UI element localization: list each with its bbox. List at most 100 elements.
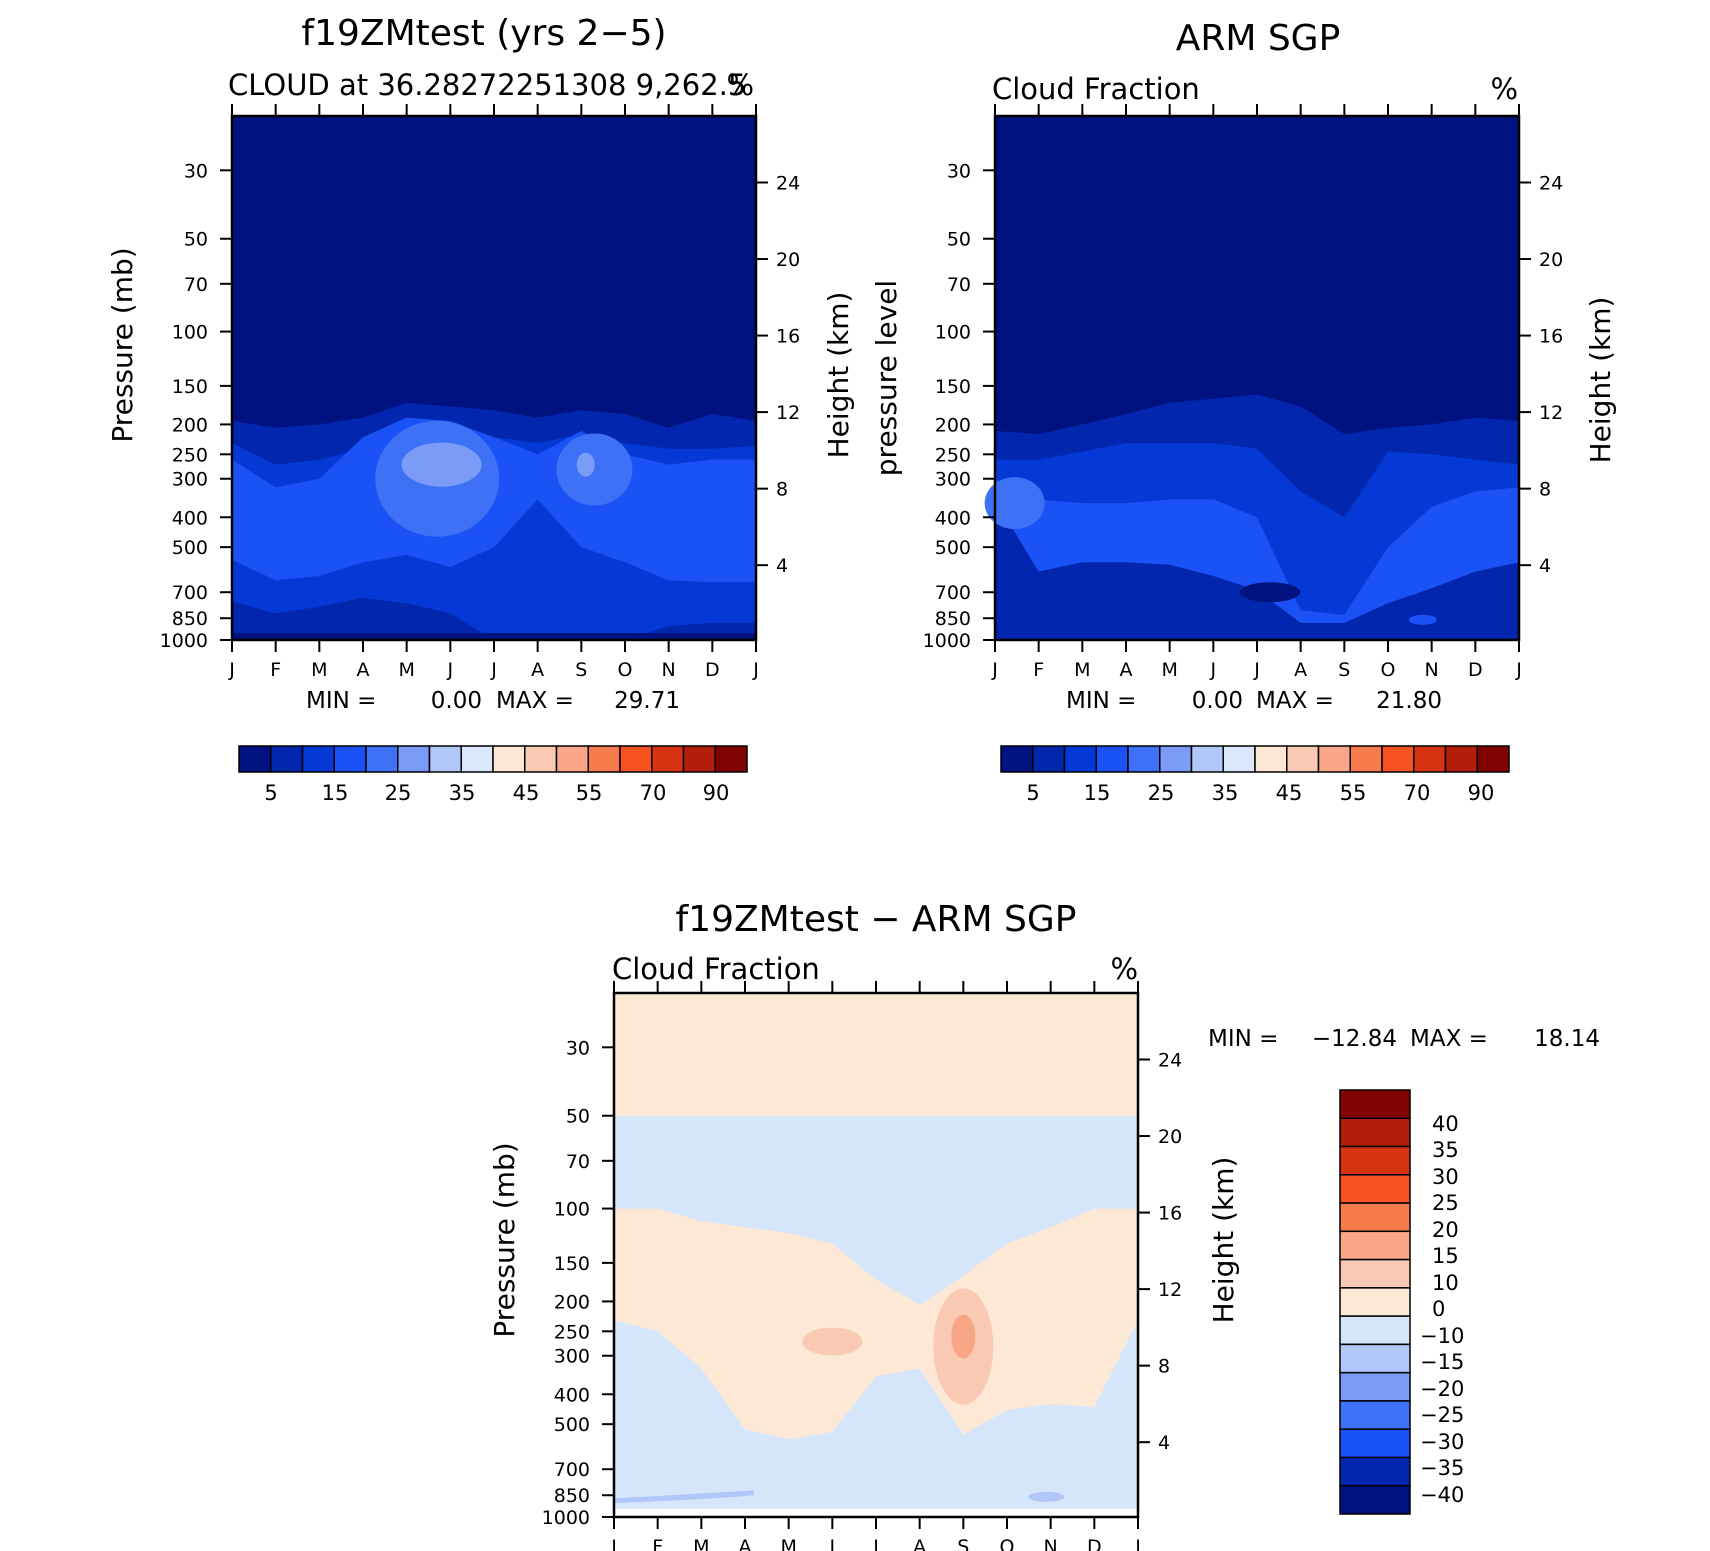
x-tick-label: F [1033,659,1044,681]
y-tick-label: 1000 [923,630,971,652]
model-cbar-label: 90 [703,781,730,805]
colorbar-swatch [714,745,748,773]
y-tick-label: 50 [566,1106,590,1128]
colorbar-swatch [428,745,462,773]
colorbar-swatch [619,745,653,773]
model-y-axis-label: Pressure (mb) [106,247,139,442]
model-y2-axis-label: Height (km) [822,292,855,459]
x-tick-label: M [693,1536,709,1551]
contour-core-max [984,477,1045,530]
x-tick-label: D [1087,1536,1102,1551]
y-tick-label: 850 [554,1485,590,1507]
colorbar-swatch [1339,1315,1411,1346]
no-data-band [614,1508,1138,1517]
colorbar-swatch [1339,1428,1411,1459]
diff-cbar-label: 20 [1432,1218,1459,1242]
panel-observations: ARM SGP Cloud Fraction % J F M A M J J A S O N D J 3… [870,18,1617,805]
obs-cbar-label: 90 [1468,781,1495,805]
model-y2-axis: 24 20 16 12 8 4 [756,172,800,577]
model-cbar-label: 15 [322,781,349,805]
diff-max-label: MAX = [1410,1026,1488,1052]
colorbar-swatch [1349,745,1383,773]
colorbar-swatch [1032,745,1066,773]
obs-plot-area [984,114,1521,642]
obs-max-label: MAX = [1256,688,1334,714]
contour-core [1408,614,1437,625]
model-min-label: MIN = [306,688,376,714]
colorbar-swatch [301,745,335,773]
y-tick-label: 300 [554,1346,590,1368]
y-tick-label: 200 [935,414,971,436]
y2-tick-label: 16 [776,326,800,348]
y-tick-label: 30 [184,160,208,182]
x-tick-label: M [780,1536,796,1551]
colorbar-swatch [555,745,589,773]
y-tick-label: 250 [935,444,971,466]
y-tick-label: 100 [554,1199,590,1221]
obs-cbar-label: 45 [1276,781,1303,805]
contour-core-max [951,1314,976,1359]
colorbar-swatch [1339,1230,1411,1261]
colorbar-swatch [1339,1145,1411,1176]
panel-model: f19ZMtest (yrs 2−5) CLOUD at 36.28272251… [106,13,855,805]
y-tick-label: 500 [554,1414,590,1436]
colorbar-swatch [1063,745,1097,773]
diff-plot-area [612,991,1140,1519]
model-plot-area [230,114,758,642]
y-tick-label: 200 [172,414,208,436]
diff-cbar-label: 10 [1432,1271,1459,1295]
y-tick-label: 30 [566,1037,590,1059]
x-tick-label: S [575,659,587,681]
obs-colorbar-labels: 5 15 25 35 45 55 70 90 [1026,781,1494,805]
colorbar-swatch [587,745,621,773]
y-tick-label: 250 [172,444,208,466]
obs-subtitle-right: % [1490,72,1518,106]
diff-cbar-label: −40 [1420,1483,1464,1507]
y-tick-label: 400 [554,1384,590,1406]
y2-tick-label: 16 [1158,1203,1182,1225]
colorbar-swatch [1339,1400,1411,1430]
colorbar-swatch [1339,1202,1411,1233]
contour-band [995,499,1519,640]
model-subtitle-left: CLOUD at 36.28272251308 9,262.5 [228,68,746,102]
x-tick-label: J [991,659,998,681]
contour-core [1240,582,1301,603]
contour-band [232,597,756,640]
y-tick-label: 150 [172,376,208,398]
x-tick-label: O [1381,659,1396,681]
colorbar-swatch [1095,745,1129,773]
y-tick-label: 300 [935,469,971,491]
x-tick-label: D [1468,659,1483,681]
y2-tick-label: 8 [776,479,788,501]
x-tick-label: M [1161,659,1177,681]
diff-cbar-label: −15 [1420,1350,1464,1374]
diff-cbar-label: −20 [1420,1377,1464,1401]
colorbar-swatch [1159,745,1193,773]
contour-core [556,433,633,506]
diff-cbar-label: 0 [1432,1297,1445,1321]
contour-core-max [401,442,482,487]
model-cbar-label: 35 [449,781,476,805]
obs-subtitle-left: Cloud Fraction [992,72,1200,106]
x-tick-label: F [270,659,281,681]
y-tick-label: 70 [184,274,208,296]
diff-cbar-label: 25 [1432,1191,1459,1215]
obs-cbar-label: 35 [1212,781,1239,805]
x-tick-label: J [1515,659,1522,681]
y2-tick-label: 4 [1539,555,1551,577]
colorbar-swatch [1339,1484,1411,1515]
y2-tick-label: 12 [776,402,800,424]
y-tick-label: 500 [172,537,208,559]
y-tick-label: 150 [554,1253,590,1275]
obs-cbar-label: 70 [1404,781,1431,805]
colorbar-swatch [1381,745,1415,773]
y-tick-label: 250 [554,1321,590,1343]
x-tick-label: A [357,659,370,681]
colorbar-swatch [1339,1343,1411,1374]
y-tick-label: 850 [935,608,971,630]
colorbar-swatch [1254,745,1288,773]
